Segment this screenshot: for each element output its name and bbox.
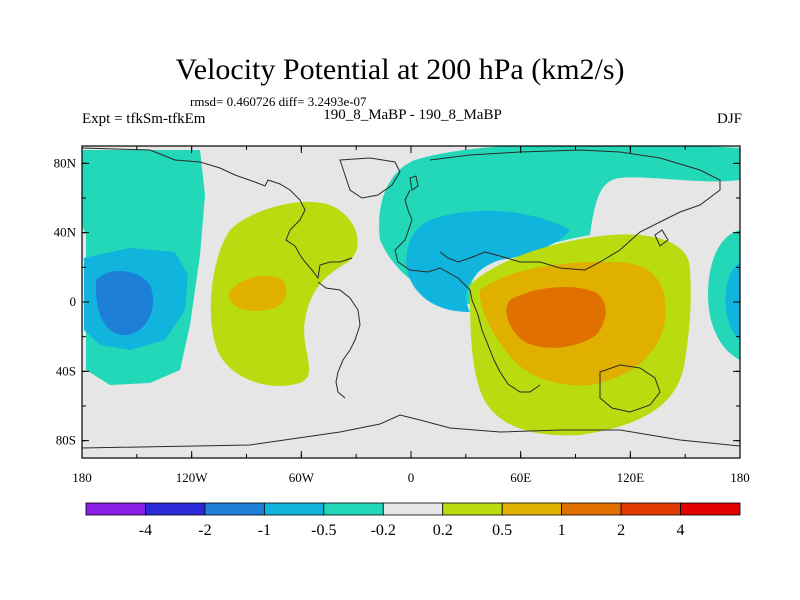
lon-tick-label: 60W: [289, 470, 315, 485]
coastline-eurasia: [429, 149, 721, 271]
colorbar-swatch: [501, 502, 563, 516]
coastlines: [82, 147, 740, 449]
colorbar-label: 0.2: [433, 522, 453, 539]
stats-text: rmsd= 0.460726 diff= 3.2493e-07: [190, 94, 367, 109]
lat-tick-label: 80S: [56, 433, 76, 448]
colorbar-swatch: [323, 502, 384, 516]
colorbar-label: 4: [677, 522, 685, 539]
coastline-south-america: [317, 281, 361, 399]
lon-tick-label: 180: [730, 470, 750, 485]
colorbar-label: -2: [198, 522, 211, 539]
colorbar-swatch: [85, 502, 146, 516]
lon-tick-label: 60E: [510, 470, 531, 485]
colorbar-swatch: [680, 502, 741, 516]
lon-tick-label: 120E: [617, 470, 645, 485]
coastline-africa-europe: [394, 189, 541, 393]
lat-tick-label: 40S: [56, 363, 76, 378]
colorbar-label: 0.5: [492, 522, 512, 539]
colorbar: -4 -2 -1 -0.5 -0.2 0.2 0.5 1 2 4: [85, 502, 741, 539]
colorbar-label: 1: [558, 522, 566, 539]
coastline-british-isles: [409, 175, 419, 191]
field-neg-asia-inner: [406, 210, 570, 312]
colorbar-label: -4: [139, 522, 152, 539]
latitude-axis: 80N 40N 0 40S 80S: [54, 155, 740, 448]
coastline-australia: [599, 364, 661, 413]
colorbar-swatch: [263, 502, 325, 516]
colorbar-swatch: [442, 502, 503, 516]
lat-tick-label: 0: [70, 294, 77, 309]
coastline-japan: [654, 229, 669, 247]
coastline-antarctica: [82, 414, 740, 449]
colorbar-label: -0.5: [311, 522, 336, 539]
lon-tick-label: 0: [408, 470, 415, 485]
field-neg-east-edge: [725, 262, 740, 340]
lat-tick-label: 40N: [54, 225, 77, 240]
colorbar-swatch: [382, 502, 444, 516]
colorbar-swatch: [204, 502, 265, 516]
lon-tick-label: 180: [72, 470, 92, 485]
lon-tick-label: 120W: [176, 470, 209, 485]
field-pos-south-america-inner: [228, 275, 287, 312]
colorbar-swatch: [620, 502, 681, 516]
field-pos-indian-core: [506, 286, 606, 348]
colorbar-swatch: [561, 502, 622, 516]
runs-label: 190_8_MaBP - 190_8_MaBP: [323, 107, 502, 123]
colorbar-label: -1: [258, 522, 271, 539]
experiment-label: Expt = tfkSm-tfkEm: [82, 111, 206, 127]
colorbar-label: 2: [617, 522, 625, 539]
map-title: Velocity Potential at 200 hPa (km2/s): [175, 53, 625, 86]
contour-fields: [82, 146, 740, 458]
colorbar-swatch: [145, 502, 206, 516]
lat-tick-label: 80N: [54, 155, 77, 170]
coastline-north-america: [82, 147, 353, 280]
colorbar-label: -0.2: [371, 522, 396, 539]
longitude-axis: 180 120W 60W 0 60E 120E 180: [72, 146, 750, 485]
field-neg-pacific-core: [95, 270, 154, 336]
season-label: DJF: [716, 111, 742, 127]
coastline-greenland: [339, 157, 401, 199]
